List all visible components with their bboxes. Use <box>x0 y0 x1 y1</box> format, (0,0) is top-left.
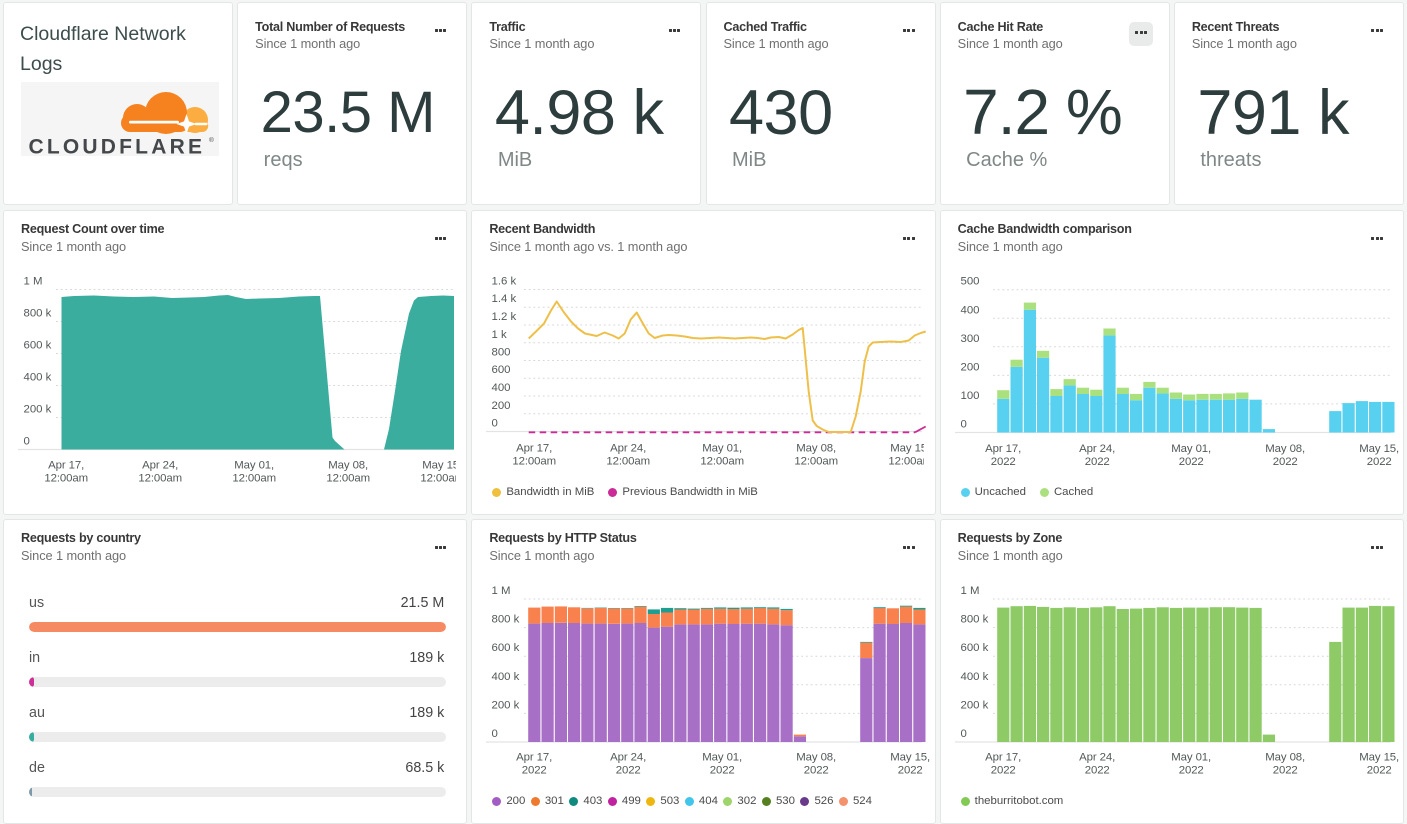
svg-text:May 01,: May 01, <box>703 442 743 454</box>
svg-text:1 M: 1 M <box>24 275 43 287</box>
svg-text:May 15,: May 15, <box>1359 443 1399 455</box>
svg-text:1 M: 1 M <box>960 585 979 597</box>
svg-text:2022: 2022 <box>1084 764 1109 776</box>
svg-text:Apr 24,: Apr 24, <box>142 459 178 471</box>
svg-text:600 k: 600 k <box>492 642 520 654</box>
svg-text:200 k: 200 k <box>24 403 52 415</box>
svg-text:200 k: 200 k <box>492 699 520 711</box>
svg-text:400 k: 400 k <box>492 670 520 682</box>
svg-text:2022: 2022 <box>522 764 547 776</box>
svg-text:May 08,: May 08, <box>328 459 368 471</box>
svg-text:0: 0 <box>24 435 30 447</box>
svg-text:12:00am: 12:00am <box>607 455 651 467</box>
svg-text:2022: 2022 <box>1272 456 1297 468</box>
svg-text:Apr 17,: Apr 17, <box>48 459 84 471</box>
svg-text:May 01,: May 01, <box>703 751 743 763</box>
svg-text:May 08,: May 08, <box>797 751 837 763</box>
svg-text:12:00am: 12:00am <box>701 455 745 467</box>
svg-text:May 01,: May 01, <box>1171 751 1211 763</box>
svg-text:May 15,: May 15, <box>422 459 462 471</box>
svg-text:12:00am: 12:00am <box>889 455 933 467</box>
svg-text:1.4 k: 1.4 k <box>492 293 517 305</box>
svg-text:0: 0 <box>492 728 498 740</box>
svg-text:400 k: 400 k <box>24 371 52 383</box>
svg-text:Apr 24,: Apr 24, <box>1079 751 1115 763</box>
svg-text:May 01,: May 01, <box>234 459 274 471</box>
svg-text:0: 0 <box>960 418 966 430</box>
svg-text:Apr 17,: Apr 17, <box>985 751 1021 763</box>
svg-text:1.2 k: 1.2 k <box>492 311 517 323</box>
svg-text:2022: 2022 <box>1366 456 1391 468</box>
svg-text:May 08,: May 08, <box>1265 443 1305 455</box>
svg-text:1 M: 1 M <box>492 585 511 597</box>
svg-text:May 15,: May 15, <box>891 751 931 763</box>
svg-text:May 08,: May 08, <box>1265 751 1305 763</box>
svg-text:Apr 24,: Apr 24, <box>611 751 647 763</box>
svg-text:400: 400 <box>492 382 511 394</box>
svg-text:400: 400 <box>960 304 979 316</box>
svg-text:200: 200 <box>960 361 979 373</box>
svg-text:200: 200 <box>492 399 511 411</box>
svg-text:Apr 17,: Apr 17, <box>517 751 553 763</box>
svg-text:®: ® <box>209 136 214 144</box>
svg-text:600 k: 600 k <box>960 642 988 654</box>
svg-text:2022: 2022 <box>710 764 735 776</box>
svg-text:2022: 2022 <box>1178 456 1203 468</box>
svg-text:600 k: 600 k <box>24 339 52 351</box>
svg-text:CLOUDFLARE: CLOUDFLARE <box>29 136 206 157</box>
svg-text:800 k: 800 k <box>24 307 52 319</box>
svg-text:0: 0 <box>960 728 966 740</box>
svg-text:800 k: 800 k <box>492 613 520 625</box>
svg-text:Apr 17,: Apr 17, <box>985 443 1021 455</box>
svg-text:12:00am: 12:00am <box>795 455 839 467</box>
svg-text:2022: 2022 <box>990 456 1015 468</box>
svg-text:12:00am: 12:00am <box>232 472 276 484</box>
svg-text:1.6 k: 1.6 k <box>492 275 517 287</box>
svg-text:Apr 17,: Apr 17, <box>517 442 553 454</box>
svg-text:800: 800 <box>492 346 511 358</box>
svg-text:May 01,: May 01, <box>1171 443 1211 455</box>
svg-text:Apr 24,: Apr 24, <box>611 442 647 454</box>
svg-text:2022: 2022 <box>1366 764 1391 776</box>
svg-text:2022: 2022 <box>990 764 1015 776</box>
svg-text:2022: 2022 <box>616 764 641 776</box>
svg-text:1 k: 1 k <box>492 328 507 340</box>
svg-text:2022: 2022 <box>1272 764 1297 776</box>
svg-text:Apr 24,: Apr 24, <box>1079 443 1115 455</box>
svg-text:12:00am: 12:00am <box>44 472 88 484</box>
svg-text:12:00am: 12:00am <box>138 472 182 484</box>
svg-text:2022: 2022 <box>1178 764 1203 776</box>
svg-text:2022: 2022 <box>898 764 923 776</box>
svg-text:200 k: 200 k <box>960 699 988 711</box>
svg-text:100: 100 <box>960 389 979 401</box>
svg-text:300: 300 <box>960 332 979 344</box>
svg-text:May 15,: May 15, <box>891 442 931 454</box>
svg-text:2022: 2022 <box>804 764 829 776</box>
svg-text:600: 600 <box>492 364 511 376</box>
svg-text:400 k: 400 k <box>960 670 988 682</box>
svg-text:2022: 2022 <box>1084 456 1109 468</box>
svg-text:May 15,: May 15, <box>1359 751 1399 763</box>
svg-text:May 08,: May 08, <box>797 442 837 454</box>
svg-text:800 k: 800 k <box>960 613 988 625</box>
svg-text:500: 500 <box>960 275 979 287</box>
svg-text:12:00am: 12:00am <box>326 472 370 484</box>
svg-text:12:00am: 12:00am <box>420 472 464 484</box>
svg-text:12:00am: 12:00am <box>513 455 557 467</box>
svg-text:0: 0 <box>492 417 498 429</box>
